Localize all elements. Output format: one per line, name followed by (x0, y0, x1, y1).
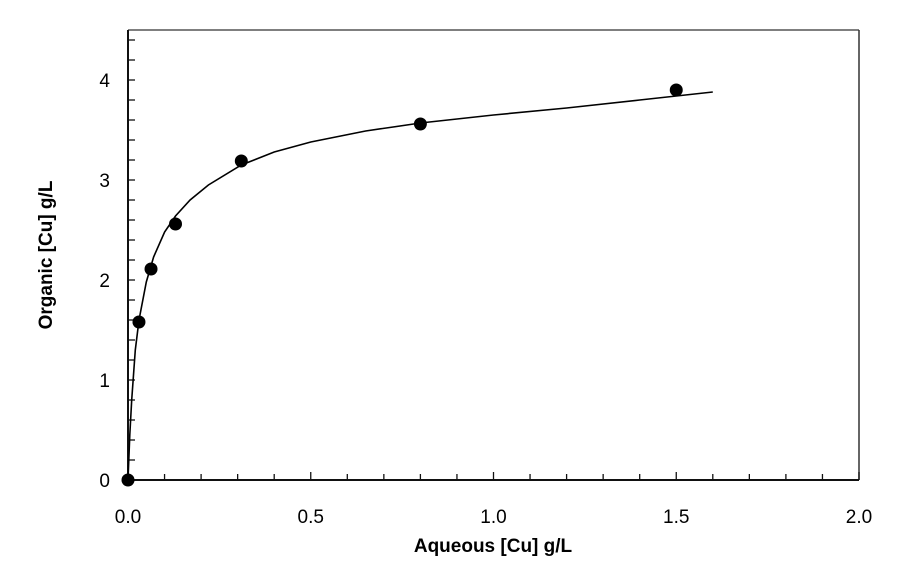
data-points (121, 83, 683, 487)
data-point (169, 217, 183, 231)
x-tick-label: 1.5 (663, 507, 689, 528)
x-axis-tick-labels: 0.0 0.5 1.0 1.5 2.0 (115, 507, 872, 528)
plot-frame (127, 29, 860, 481)
x-tick-label: 0.0 (115, 507, 141, 528)
y-tick-label: 1 (99, 371, 110, 392)
data-point (144, 262, 158, 276)
data-point (413, 117, 427, 131)
data-point (121, 473, 135, 487)
data-point (669, 83, 683, 97)
y-axis-title: Organic [Cu] g/L (36, 180, 57, 329)
axis-ticks (128, 39, 860, 480)
y-tick-label: 4 (99, 71, 110, 92)
y-tick-label: 0 (99, 471, 110, 492)
fit-curve (127, 91, 713, 481)
x-tick-label: 1.0 (480, 507, 506, 528)
x-tick-label: 0.5 (298, 507, 324, 528)
data-point (132, 315, 146, 329)
x-axis-title: Aqueous [Cu] g/L (414, 536, 573, 557)
y-tick-label: 3 (99, 171, 110, 192)
y-tick-label: 2 (99, 271, 110, 292)
y-axis-tick-labels: 0 1 2 3 4 (99, 71, 110, 492)
x-tick-label: 2.0 (846, 507, 872, 528)
data-point (234, 154, 248, 168)
